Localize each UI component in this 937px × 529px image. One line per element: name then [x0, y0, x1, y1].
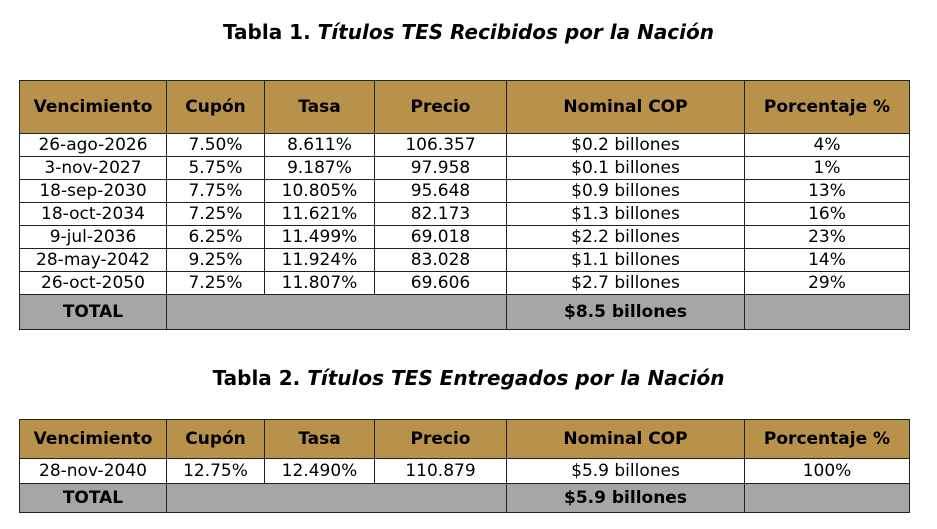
table-row: 9-jul-2036 6.25% 11.499% 69.018 $2.2 bil…: [19, 225, 910, 249]
total-nominal: $8.5 billones: [506, 294, 745, 330]
cell-cupon: 6.25%: [166, 225, 265, 249]
total-label: TOTAL: [19, 483, 167, 513]
cell-nominal: $0.1 billones: [506, 156, 745, 180]
cell-cupon: 12.75%: [166, 458, 265, 484]
table-row: 18-oct-2034 7.25% 11.621% 82.173 $1.3 bi…: [19, 202, 910, 226]
table-row: 26-oct-2050 7.25% 11.807% 69.606 $2.7 bi…: [19, 271, 910, 295]
table2-header-row: Vencimiento Cupón Tasa Precio Nominal CO…: [19, 419, 910, 459]
cell-nominal: $1.1 billones: [506, 248, 745, 272]
cell-vencimiento: 28-may-2042: [19, 248, 167, 272]
header-tasa: Tasa: [264, 80, 375, 134]
cell-tasa: 11.924%: [264, 248, 375, 272]
header-tasa: Tasa: [264, 419, 375, 459]
table2-title-italic: Títulos TES Entregados por la Nación: [307, 366, 725, 390]
cell-precio: 69.018: [374, 225, 507, 249]
cell-cupon: 7.25%: [166, 271, 265, 295]
cell-vencimiento: 26-oct-2050: [19, 271, 167, 295]
cell-porcentaje: 16%: [744, 202, 910, 226]
header-cupon: Cupón: [166, 419, 265, 459]
cell-precio: 97.958: [374, 156, 507, 180]
header-porcentaje: Porcentaje %: [744, 80, 910, 134]
header-nominal: Nominal COP: [506, 419, 745, 459]
table2: Vencimiento Cupón Tasa Precio Nominal CO…: [19, 419, 910, 513]
cell-tasa: 10.805%: [264, 179, 375, 203]
table-row: 18-sep-2030 7.75% 10.805% 95.648 $0.9 bi…: [19, 179, 910, 203]
header-vencimiento: Vencimiento: [19, 419, 167, 459]
cell-vencimiento: 18-sep-2030: [19, 179, 167, 203]
table-row: 3-nov-2027 5.75% 9.187% 97.958 $0.1 bill…: [19, 156, 910, 180]
cell-porcentaje: 14%: [744, 248, 910, 272]
cell-precio: 69.606: [374, 271, 507, 295]
cell-nominal: $1.3 billones: [506, 202, 745, 226]
cell-tasa: 11.499%: [264, 225, 375, 249]
cell-nominal: $0.9 billones: [506, 179, 745, 203]
table2-title-prefix: Tabla 2.: [212, 366, 301, 390]
cell-precio: 106.357: [374, 133, 507, 157]
header-nominal: Nominal COP: [506, 80, 745, 134]
cell-porcentaje: 29%: [744, 271, 910, 295]
total-porcentaje-empty: [744, 483, 910, 513]
table1-title: Tabla 1. Títulos TES Recibidos por la Na…: [0, 20, 937, 44]
table-row: 26-ago-2026 7.50% 8.611% 106.357 $0.2 bi…: [19, 133, 910, 157]
cell-vencimiento: 3-nov-2027: [19, 156, 167, 180]
cell-cupon: 5.75%: [166, 156, 265, 180]
cell-cupon: 9.25%: [166, 248, 265, 272]
table1: Vencimiento Cupón Tasa Precio Nominal CO…: [19, 80, 910, 330]
cell-porcentaje: 23%: [744, 225, 910, 249]
table1-header-row: Vencimiento Cupón Tasa Precio Nominal CO…: [19, 80, 910, 134]
cell-nominal: $2.7 billones: [506, 271, 745, 295]
cell-precio: 95.648: [374, 179, 507, 203]
cell-precio: 110.879: [374, 458, 507, 484]
table-row: 28-nov-2040 12.75% 12.490% 110.879 $5.9 …: [19, 458, 910, 484]
header-vencimiento: Vencimiento: [19, 80, 167, 134]
cell-tasa: 8.611%: [264, 133, 375, 157]
cell-precio: 83.028: [374, 248, 507, 272]
total-empty: [166, 294, 507, 330]
cell-porcentaje: 13%: [744, 179, 910, 203]
table1-total-row: TOTAL $8.5 billones: [19, 294, 910, 330]
table2-title: Tabla 2. Títulos TES Entregados por la N…: [0, 366, 937, 390]
cell-nominal: $2.2 billones: [506, 225, 745, 249]
cell-cupon: 7.25%: [166, 202, 265, 226]
cell-nominal: $0.2 billones: [506, 133, 745, 157]
total-porcentaje-empty: [744, 294, 910, 330]
cell-porcentaje: 100%: [744, 458, 910, 484]
cell-precio: 82.173: [374, 202, 507, 226]
cell-cupon: 7.50%: [166, 133, 265, 157]
cell-tasa: 12.490%: [264, 458, 375, 484]
cell-porcentaje: 1%: [744, 156, 910, 180]
cell-tasa: 9.187%: [264, 156, 375, 180]
cell-nominal: $5.9 billones: [506, 458, 745, 484]
total-label: TOTAL: [19, 294, 167, 330]
header-precio: Precio: [374, 419, 507, 459]
table-row: 28-may-2042 9.25% 11.924% 83.028 $1.1 bi…: [19, 248, 910, 272]
cell-vencimiento: 28-nov-2040: [19, 458, 167, 484]
total-nominal: $5.9 billones: [506, 483, 745, 513]
table1-title-prefix: Tabla 1.: [222, 20, 311, 44]
cell-vencimiento: 26-ago-2026: [19, 133, 167, 157]
cell-tasa: 11.807%: [264, 271, 375, 295]
total-empty: [166, 483, 507, 513]
cell-vencimiento: 18-oct-2034: [19, 202, 167, 226]
table1-title-italic: Títulos TES Recibidos por la Nación: [317, 20, 714, 44]
header-cupon: Cupón: [166, 80, 265, 134]
header-porcentaje: Porcentaje %: [744, 419, 910, 459]
cell-porcentaje: 4%: [744, 133, 910, 157]
table2-total-row: TOTAL $5.9 billones: [19, 483, 910, 513]
cell-tasa: 11.621%: [264, 202, 375, 226]
cell-cupon: 7.75%: [166, 179, 265, 203]
header-precio: Precio: [374, 80, 507, 134]
cell-vencimiento: 9-jul-2036: [19, 225, 167, 249]
